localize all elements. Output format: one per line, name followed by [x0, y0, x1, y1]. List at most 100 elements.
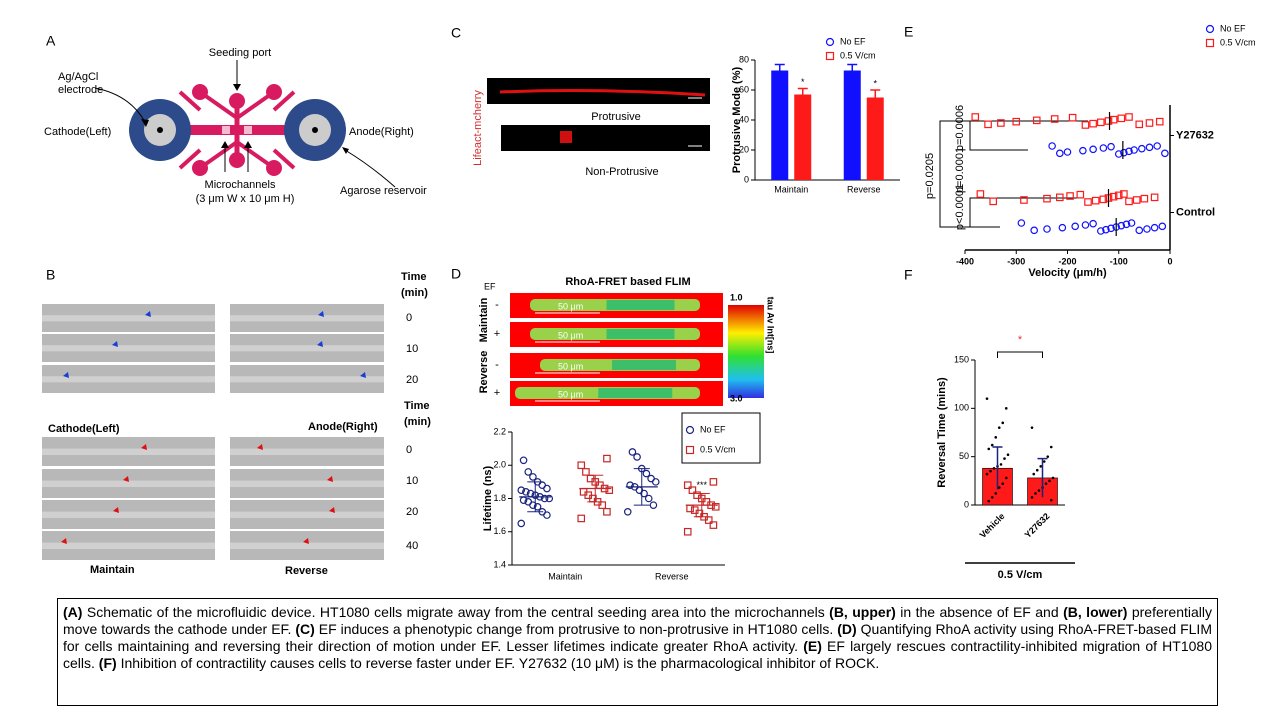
caption-text: (F): [98, 655, 117, 671]
point: [626, 481, 634, 490]
point: [1044, 482, 1048, 486]
x-tick-label: -100: [1110, 256, 1128, 266]
arrowhead: [329, 507, 335, 513]
point: [519, 456, 528, 465]
channel: [230, 376, 384, 383]
point: [1030, 495, 1034, 499]
point: [989, 469, 992, 473]
point: [1051, 476, 1055, 480]
point: [1042, 460, 1046, 463]
point: [1117, 221, 1126, 230]
time-label: 40: [406, 540, 418, 552]
y-axis-label: Lifetime (ns): [482, 465, 494, 531]
channel: [42, 542, 215, 549]
cell-core: [606, 329, 675, 339]
point: [693, 491, 701, 499]
y-tick-label: 0: [964, 499, 969, 509]
point: [1122, 220, 1131, 229]
point: [999, 463, 1003, 466]
label: Time: [401, 271, 426, 283]
point: [1046, 455, 1050, 458]
channel: [42, 345, 215, 352]
point: [1130, 146, 1138, 154]
significance: *: [801, 77, 805, 87]
channel: [230, 448, 384, 455]
y-tick-label: 0: [744, 174, 749, 184]
label: Cathode(Left): [44, 126, 111, 138]
ef-sign: -: [495, 359, 499, 371]
point: [1030, 226, 1038, 235]
legend-label: 0.5 V/cm: [700, 444, 736, 454]
point: [1043, 225, 1051, 233]
device-schematic: [94, 60, 396, 188]
label: Anode(Right): [349, 126, 414, 138]
caption-text: Quantifying RhoA activity using RhoA-FRE…: [63, 621, 1212, 654]
point: [1079, 146, 1087, 155]
point: [1155, 117, 1164, 126]
panel-letter: E: [904, 24, 913, 40]
point: [690, 506, 699, 514]
point: [1043, 194, 1051, 203]
label: electrode: [58, 84, 103, 96]
point: [623, 507, 632, 516]
label: Time: [404, 400, 429, 412]
arrowhead: [145, 311, 151, 317]
point: [529, 473, 537, 481]
point: [1114, 150, 1123, 158]
time-label: 0: [406, 312, 412, 324]
bar: [794, 94, 812, 180]
caption-text: (C): [295, 621, 315, 637]
point: [997, 426, 1001, 429]
caption-text: (B, upper): [829, 604, 896, 620]
legend-label: 0.5 V/cm: [1220, 37, 1256, 47]
point: [644, 494, 653, 503]
point: [1035, 468, 1039, 472]
bar: [771, 70, 789, 180]
channel: [42, 480, 215, 487]
point: [1048, 479, 1051, 483]
legend-label: No EF: [700, 424, 726, 434]
time-label: 20: [406, 374, 418, 386]
x-tick-label: -400: [956, 256, 974, 266]
point: [1117, 114, 1126, 123]
point: [1056, 149, 1064, 158]
point: [1066, 192, 1074, 200]
legend-marker: [825, 37, 835, 47]
x-tick-label: -300: [1007, 256, 1025, 266]
colorbar: [728, 305, 764, 398]
arrowhead: [113, 507, 119, 513]
point: [642, 469, 651, 478]
point: [1102, 225, 1110, 234]
point: [545, 494, 554, 503]
p-value: p=0.0006: [954, 105, 966, 151]
point: [1089, 145, 1097, 154]
ef-sign: +: [494, 328, 500, 340]
point: [1120, 148, 1128, 157]
p-value: p=0.0001: [954, 147, 966, 193]
point: [1049, 498, 1053, 502]
point: [1003, 457, 1006, 460]
micrograph: [501, 125, 710, 151]
point: [577, 461, 586, 470]
point: [984, 120, 992, 129]
panel-letter: A: [46, 33, 56, 49]
point: [1049, 445, 1053, 449]
point: [1099, 195, 1108, 204]
label: (min): [401, 287, 428, 299]
point: [1063, 148, 1072, 156]
label: (3 μm W x 10 μm H): [196, 193, 295, 205]
point: [1107, 224, 1115, 233]
legend-label: No EF: [840, 36, 866, 46]
x-axis-label: Velocity (μm/h): [1028, 267, 1107, 279]
caption-text: EF induces a phenotypic change from prot…: [314, 621, 838, 637]
channel: [230, 480, 384, 487]
point: [688, 486, 697, 494]
y-tick-label: 2.0: [493, 460, 506, 470]
y-tick-label: 60: [739, 84, 749, 94]
caption-text: EF largely rescues contractility-inhibit…: [63, 638, 1212, 671]
panel-letter: F: [904, 267, 913, 283]
x-tick-label: Maintain: [548, 571, 582, 581]
arrowhead: [360, 372, 366, 378]
title: RhoA-FRET based FLIM: [565, 276, 690, 288]
arrowhead: [257, 444, 263, 450]
